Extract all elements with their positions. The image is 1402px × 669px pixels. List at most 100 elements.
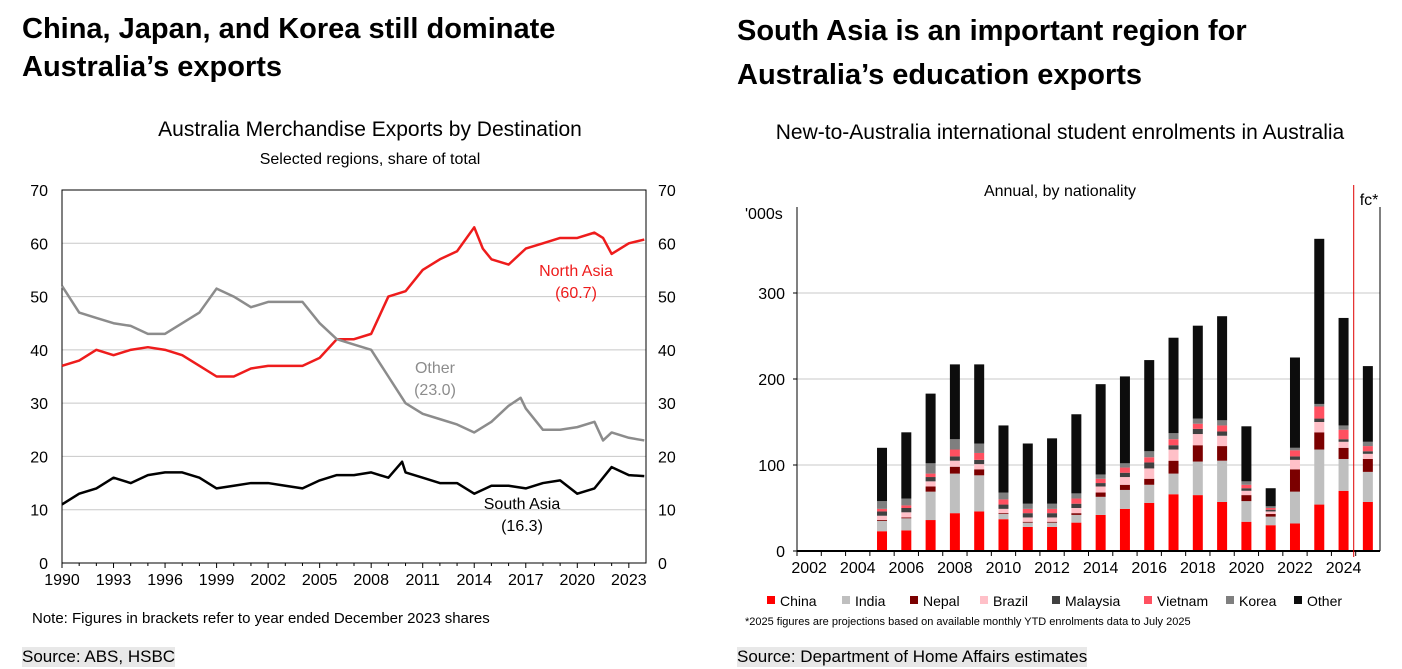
x-tick-label: 2022 (1277, 560, 1313, 577)
x-tick-label: 2020 (559, 572, 595, 589)
bar-india-2011 (1022, 522, 1033, 527)
y-tick-label-left: 40 (30, 343, 48, 360)
y-tick-label-right: 0 (658, 556, 667, 573)
x-tick-label: 1993 (96, 572, 132, 589)
bar-india-2012 (1047, 522, 1058, 527)
bar-other-2007 (925, 393, 936, 464)
bar-vietnam-2012 (1047, 508, 1058, 514)
y-tick-label-left: 50 (30, 290, 48, 307)
legend-swatch-vietnam (1144, 596, 1152, 604)
bar-other-2020 (1241, 426, 1252, 482)
bar-other-2016 (1144, 360, 1155, 452)
bar-china-2016 (1144, 502, 1155, 551)
bar-nepal-2009 (974, 469, 985, 476)
bar-korea-2017 (1168, 433, 1179, 440)
y-tick-label-left: 0 (39, 556, 48, 573)
bar-malaysia-2012 (1047, 513, 1058, 518)
bar-china-2011 (1022, 526, 1033, 551)
x-tick-label: 2002 (250, 572, 286, 589)
bar-other-2017 (1168, 337, 1179, 434)
bar-india-2007 (925, 491, 936, 521)
y-tick-label-right: 40 (658, 343, 676, 360)
bar-nepal-2007 (925, 486, 936, 492)
bar-vietnam-2021 (1265, 508, 1276, 510)
legend-label-korea: Korea (1239, 593, 1277, 609)
bar-brazil-2016 (1144, 468, 1155, 479)
x-tick-label: 2014 (1083, 560, 1119, 577)
bar-korea-2020 (1241, 481, 1252, 485)
right-headline-line1: South Asia is an important region for (737, 15, 1247, 47)
bar-china-2018 (1192, 495, 1203, 551)
bar-other-2018 (1192, 325, 1203, 419)
bar-malaysia-2024 (1338, 439, 1349, 442)
x-tick-label: 2012 (1034, 560, 1070, 577)
bar-brazil-2015 (1119, 477, 1130, 485)
y-tick-label-right: 60 (658, 236, 676, 253)
y-tick-label: 300 (758, 286, 785, 303)
bar-malaysia-2016 (1144, 462, 1155, 469)
bar-brazil-2018 (1192, 434, 1203, 446)
legend-swatch-china (767, 596, 775, 604)
bar-india-2019 (1217, 460, 1228, 502)
bar-brazil-2025 (1362, 453, 1373, 459)
bar-malaysia-2020 (1241, 488, 1252, 491)
bar-malaysia-2014 (1095, 483, 1106, 487)
bar-nepal-2014 (1095, 492, 1106, 497)
bar-china-2021 (1265, 525, 1276, 551)
bar-china-2007 (925, 520, 936, 551)
legend-swatch-nepal (910, 596, 918, 604)
bar-vietnam-2009 (974, 452, 985, 460)
bar-brazil-2017 (1168, 449, 1179, 461)
bar-india-2014 (1095, 496, 1106, 515)
bar-india-2015 (1119, 489, 1130, 509)
bar-vietnam-2005 (877, 508, 888, 512)
bar-china-2020 (1241, 521, 1252, 551)
bar-india-2017 (1168, 473, 1179, 495)
bar-nepal-2016 (1144, 478, 1155, 485)
bar-india-2022 (1289, 491, 1300, 524)
bar-chart-subtitle: Annual, by nationality (983, 183, 1137, 200)
bar-korea-2024 (1338, 425, 1349, 430)
bar-malaysia-2019 (1217, 431, 1228, 436)
bar-korea-2012 (1047, 503, 1058, 509)
series-line-other (60, 285, 645, 442)
bar-other-2014 (1095, 384, 1106, 475)
bar-brazil-2021 (1265, 511, 1276, 515)
x-tick-label: 2016 (1131, 560, 1167, 577)
x-tick-label: 1999 (199, 572, 235, 589)
bar-vietnam-2025 (1362, 446, 1373, 452)
bar-malaysia-2018 (1192, 428, 1203, 435)
bar-china-2008 (949, 513, 960, 551)
bar-chart-title: New-to-Australia international student e… (775, 121, 1345, 144)
forecast-label: fc* (1360, 192, 1379, 209)
bar-vietnam-2013 (1071, 498, 1082, 504)
bar-china-2009 (974, 511, 985, 551)
bar-india-2016 (1144, 484, 1155, 503)
series-value-label: (16.3) (501, 518, 543, 535)
bar-nepal-2005 (877, 520, 888, 521)
right-headline-line2: Australia’s education exports (737, 59, 1143, 91)
bar-vietnam-2017 (1168, 439, 1179, 446)
bar-malaysia-2021 (1265, 509, 1276, 512)
legend-swatch-brazil (980, 596, 988, 604)
bar-china-2023 (1314, 504, 1325, 551)
left-source: Source: ABS, HSBC (22, 647, 176, 667)
bar-vietnam-2020 (1241, 484, 1252, 489)
bar-nepal-2023 (1314, 432, 1325, 450)
bar-malaysia-2013 (1071, 503, 1082, 508)
bar-china-2013 (1071, 522, 1082, 551)
bar-india-2024 (1338, 458, 1349, 491)
series-label: North Asia (539, 263, 613, 280)
y-tick-label-right: 20 (658, 449, 676, 466)
series-label: South Asia (484, 496, 561, 513)
bar-korea-2022 (1289, 447, 1300, 451)
x-tick-label: 2008 (937, 560, 973, 577)
legend-label-malaysia: Malaysia (1065, 593, 1120, 609)
bar-other-2008 (949, 364, 960, 440)
bar-chart: 0 100 200 300 '000s 2002 2004 2006 2008 2010 2012 2… (745, 185, 1381, 609)
x-tick-label: 1990 (44, 572, 80, 589)
bar-malaysia-2023 (1314, 418, 1325, 422)
bar-korea-2019 (1217, 420, 1228, 426)
bar-china-2010 (998, 519, 1009, 551)
line-chart-subtitle: Selected regions, share of total (259, 151, 481, 168)
